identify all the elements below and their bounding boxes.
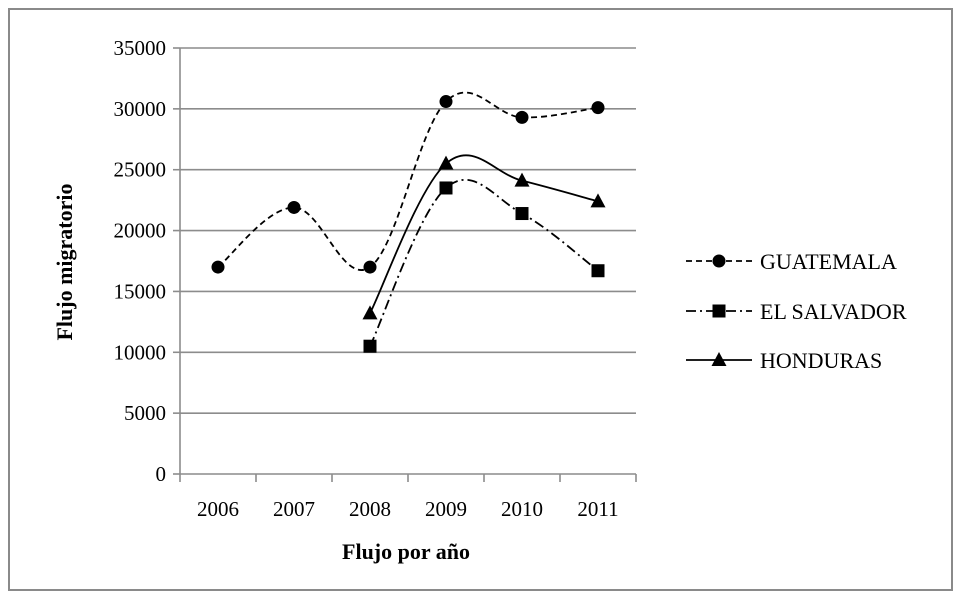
y-axis-title: Flujo migratorio [52, 183, 77, 340]
x-tick-label: 2007 [273, 497, 315, 521]
axes [173, 47, 637, 482]
legend-label-guatemala: GUATEMALA [760, 249, 897, 274]
x-tick-label: 2010 [501, 497, 543, 521]
x-axis-title: Flujo por año [342, 539, 470, 564]
y-tick-label: 35000 [114, 36, 167, 60]
x-tick-label: 2006 [197, 497, 239, 521]
x-tick-label: 2009 [425, 497, 467, 521]
data-point-honduras [362, 305, 378, 320]
legend-label-el-salvador: EL SALVADOR [760, 299, 907, 324]
legend-marker-el-salvador [712, 304, 726, 318]
chart-frame [8, 8, 953, 591]
series-line-guatemala [217, 91, 599, 271]
data-point-guatemala [287, 200, 301, 214]
y-tick-label: 0 [156, 462, 167, 486]
legend-item-el-salvador: EL SALVADOR [686, 299, 907, 324]
y-tick-label: 10000 [114, 340, 167, 364]
y-tick-label: 25000 [114, 158, 167, 182]
series-line-el-salvador [369, 178, 599, 347]
series-honduras [362, 154, 606, 320]
y-tick-label: 15000 [114, 279, 167, 303]
legend-label-honduras: HONDURAS [760, 348, 882, 373]
data-point-el-salvador [591, 264, 605, 278]
data-point-guatemala [211, 260, 225, 274]
data-point-guatemala [515, 110, 529, 124]
x-tick-labels: 2006 2007 2008 2009 2010 2011 [197, 497, 619, 521]
data-point-el-salvador [363, 339, 377, 353]
legend-item-guatemala: GUATEMALA [686, 249, 897, 274]
series-line-honduras [369, 154, 599, 314]
data-point-el-salvador [439, 181, 453, 195]
series-group [211, 91, 606, 353]
data-point-el-salvador [515, 207, 529, 221]
y-tick-label: 5000 [124, 401, 166, 425]
y-tick-label: 20000 [114, 219, 167, 243]
x-tick-label: 2011 [577, 497, 618, 521]
y-tick-labels: 0 5000 10000 15000 20000 25000 30000 35000 [114, 36, 167, 486]
data-point-guatemala [363, 260, 377, 274]
series-guatemala [211, 91, 605, 274]
legend: GUATEMALA EL SALVADOR HONDURAS [686, 249, 907, 373]
data-point-guatemala [591, 101, 605, 115]
data-point-guatemala [439, 95, 453, 109]
data-point-honduras [590, 193, 606, 208]
legend-marker-guatemala [712, 254, 726, 268]
data-point-honduras [438, 155, 454, 170]
y-tick-label: 30000 [114, 97, 167, 121]
legend-item-honduras: HONDURAS [686, 348, 882, 373]
data-point-honduras [514, 172, 530, 187]
gridlines [180, 47, 636, 414]
x-tick-label: 2008 [349, 497, 391, 521]
legend-marker-honduras [711, 352, 727, 366]
series-el-salvador [363, 178, 605, 353]
